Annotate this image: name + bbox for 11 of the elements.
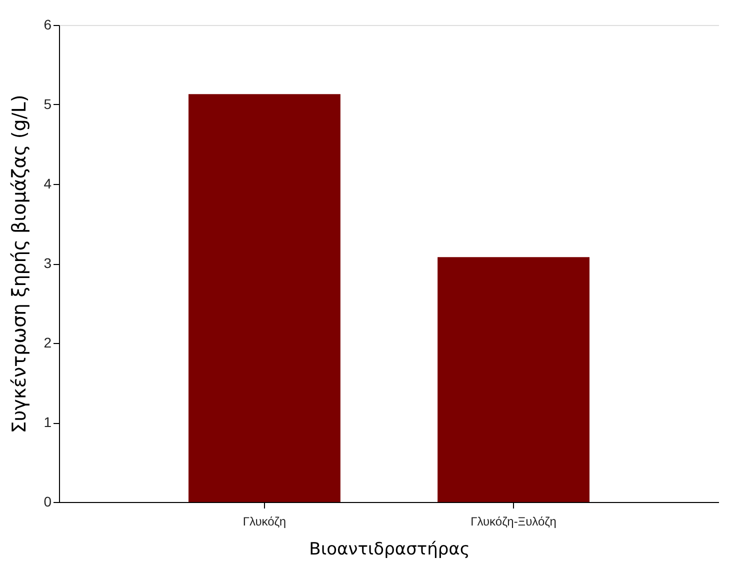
y-tick-label: 6 xyxy=(44,16,52,32)
y-tick-label: 0 xyxy=(44,494,52,510)
y-tick-label: 4 xyxy=(44,176,52,192)
y-tick-label: 1 xyxy=(44,414,52,430)
y-tick-label: 2 xyxy=(44,334,52,350)
x-tick-label: Γλυκόζη xyxy=(242,514,286,528)
y-tick-label: 3 xyxy=(44,255,52,271)
y-tick-label: 5 xyxy=(44,96,52,112)
x-axis-title: Βιοαντιδραστήρας xyxy=(309,540,470,560)
x-tick-label: Γλυκόζη-Ξυλόζη xyxy=(470,514,556,528)
y-axis-title: Συγκέντρωση ξηρής βιομάζας (g/L) xyxy=(8,94,31,434)
